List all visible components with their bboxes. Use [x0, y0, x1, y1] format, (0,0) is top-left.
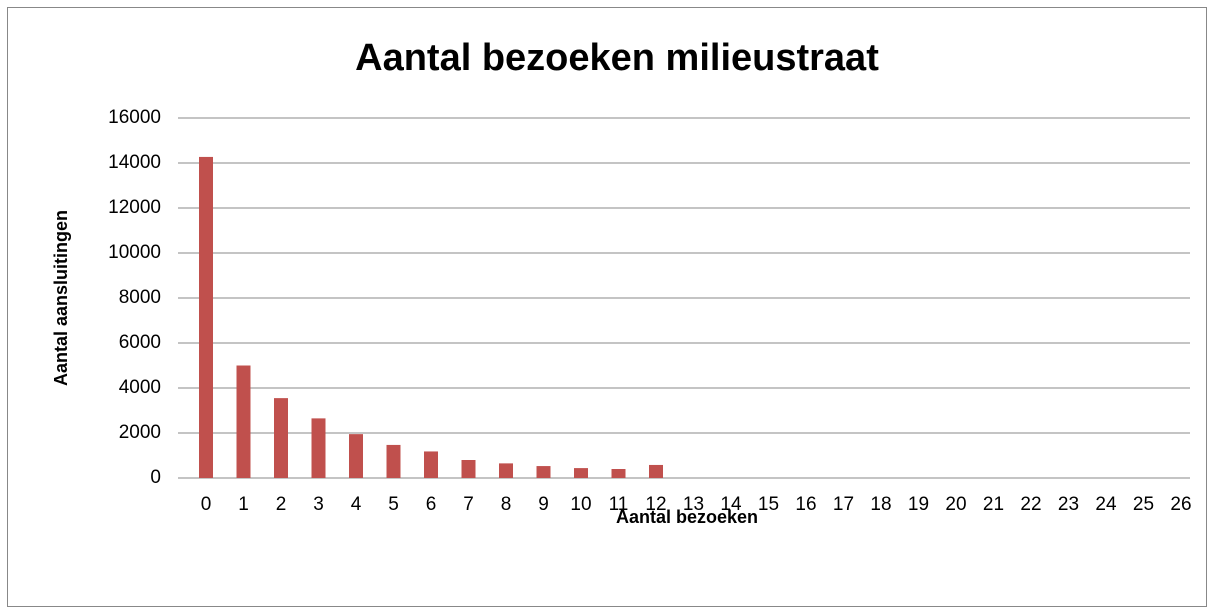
x-tick-label: 4 — [351, 494, 362, 515]
chart-frame — [7, 7, 1207, 607]
chart-title: Aantal bezoeken milieustraat — [355, 37, 879, 79]
y-tick-label: 10000 — [108, 242, 161, 263]
bar — [274, 398, 288, 478]
x-tick-label: 24 — [1095, 494, 1117, 515]
y-tick-label: 14000 — [108, 152, 161, 173]
bar — [649, 464, 663, 478]
x-tick-label: 16 — [795, 494, 816, 515]
x-tick-label: 21 — [983, 494, 1004, 515]
x-tick-label: 18 — [870, 494, 891, 515]
x-tick-label: 25 — [1133, 494, 1154, 515]
x-tick-label: 20 — [945, 494, 966, 515]
x-tick-label: 15 — [758, 494, 779, 515]
x-tick-label: 13 — [683, 494, 704, 515]
x-axis-label: Aantal bezoeken — [616, 507, 758, 527]
bar — [461, 460, 476, 478]
bar — [311, 418, 326, 478]
x-tick-label: 23 — [1058, 494, 1079, 515]
bar — [499, 463, 513, 478]
x-tick-label: 0 — [201, 494, 212, 515]
x-tick-label: 1 — [238, 494, 249, 515]
y-tick-label: 4000 — [119, 377, 161, 398]
x-tick-label: 5 — [388, 494, 399, 515]
x-tick-label: 19 — [908, 494, 929, 515]
y-tick-label: 12000 — [108, 197, 161, 218]
x-tick-label: 10 — [570, 494, 591, 515]
x-tick-label: 7 — [463, 494, 474, 515]
y-tick-label: 8000 — [119, 287, 161, 308]
x-tick-label: 3 — [313, 494, 324, 515]
x-tick-label: 22 — [1020, 494, 1041, 515]
x-tick-label: 17 — [833, 494, 854, 515]
bar — [574, 468, 588, 478]
bar — [199, 156, 213, 479]
bar — [386, 444, 401, 478]
bar — [424, 451, 438, 478]
y-tick-label: 6000 — [119, 332, 161, 353]
y-tick-label: 2000 — [119, 422, 161, 443]
x-tick-label: 2 — [276, 494, 287, 515]
x-tick-label: 11 — [609, 494, 629, 515]
y-tick-label: 0 — [150, 467, 161, 488]
bar — [236, 365, 251, 478]
bar — [536, 466, 551, 478]
bar — [349, 434, 363, 478]
x-tick-label: 14 — [720, 494, 742, 515]
bar — [611, 469, 626, 478]
x-tick-label: 6 — [426, 494, 437, 515]
x-tick-label: 9 — [538, 494, 549, 515]
x-tick-label: 12 — [645, 494, 666, 515]
x-tick-label: 8 — [501, 494, 512, 515]
x-tick-label: 26 — [1170, 494, 1191, 515]
y-axis-label: Aantal aansluitingen — [51, 210, 71, 386]
y-tick-label: 16000 — [108, 107, 161, 128]
